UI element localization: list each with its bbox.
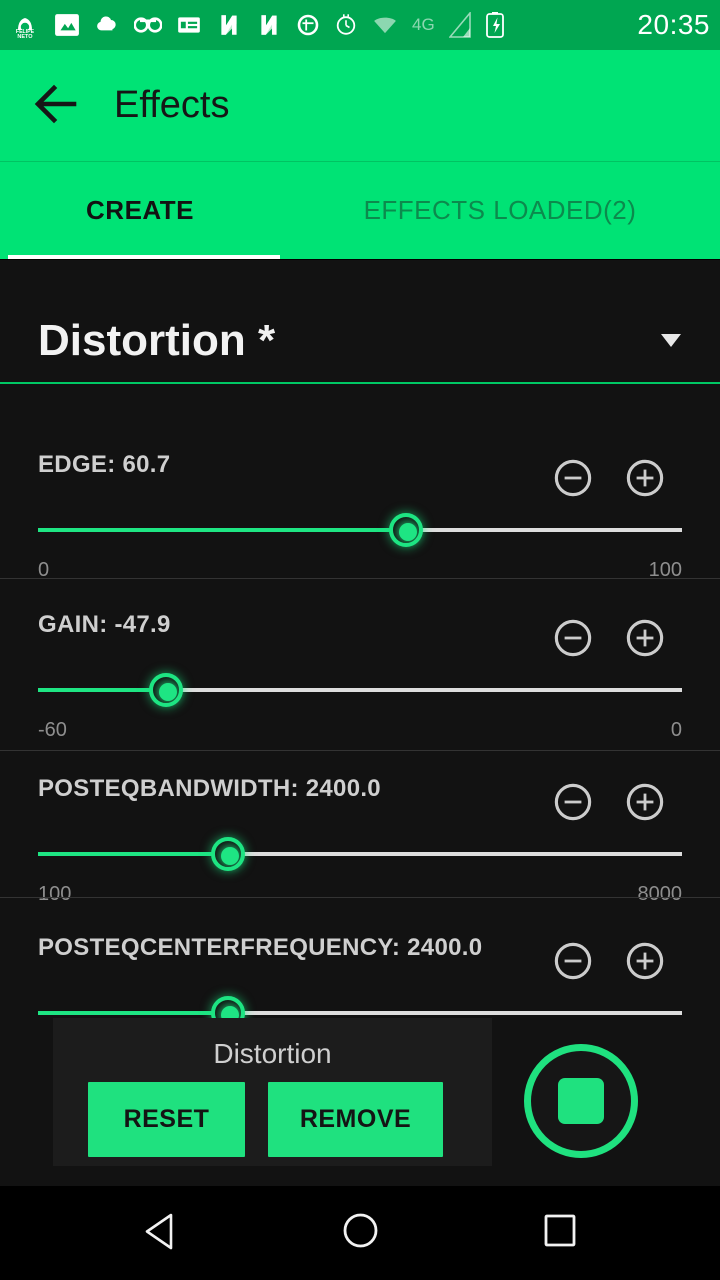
svg-text:NETO: NETO: [17, 34, 33, 40]
